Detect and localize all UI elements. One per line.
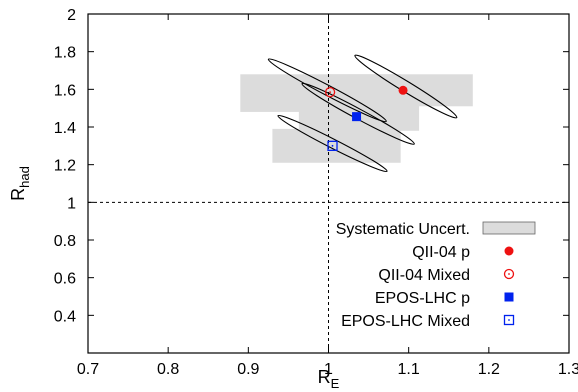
reference-lines — [88, 14, 569, 353]
y-tick-label: 1.6 — [54, 82, 76, 99]
y-tick-label: 1.8 — [54, 45, 76, 62]
legend-marker-dot — [508, 319, 510, 321]
point-qii-04-p-shape — [398, 85, 408, 95]
x-axis-label: RE — [318, 367, 340, 391]
y-tick-label: 1.2 — [54, 158, 76, 175]
x-tick-label: 1.1 — [398, 361, 420, 378]
point-epos-lhc-p — [352, 112, 362, 122]
point-epos-lhc-mixed-shape — [327, 140, 338, 151]
legend-marker — [504, 292, 514, 302]
legend-marker-shape — [504, 246, 514, 256]
legend-entry-epos-lhc-p: EPOS-LHC p — [375, 290, 514, 307]
legend-marker-shape — [504, 292, 514, 302]
x-tick-label: 1 — [324, 361, 333, 378]
x-tick-label: 1.2 — [478, 361, 500, 378]
y-tick-label: 0.8 — [54, 233, 76, 250]
legend-marker-shape — [503, 314, 515, 326]
point-qii-04-mixed — [324, 87, 336, 98]
legend-marker — [503, 268, 515, 280]
legend-label: Systematic Uncert. — [336, 221, 470, 238]
legend-marker-dot — [508, 273, 510, 275]
contour-qii-04-mixed — [267, 58, 387, 123]
y-axis-label: Rhad — [8, 166, 32, 201]
point-epos-lhc-p-shape — [352, 112, 362, 122]
axis-labels: RE Rhad — [8, 166, 340, 391]
y-tick-label: 0.6 — [54, 271, 76, 288]
x-tick-label: 1.3 — [558, 361, 578, 378]
legend-entry-epos-lhc-mixed: EPOS-LHC Mixed — [341, 313, 515, 330]
x-tick-label: 0.9 — [237, 361, 259, 378]
point-epos-lhc-mixed — [327, 140, 338, 151]
data-points — [324, 85, 408, 151]
point-qii-04-mixed-shape — [324, 87, 336, 98]
legend-entry-qii-04-mixed: QII-04 Mixed — [378, 267, 515, 284]
contour-epos-lhc-mixed — [277, 114, 388, 173]
y-axis-label-sub: had — [17, 166, 32, 188]
legend-marker — [504, 246, 514, 256]
y-tick-label: 0.4 — [54, 308, 76, 325]
legend-entry-systematic-uncert: Systematic Uncert. — [336, 221, 536, 238]
legend-entry-qii-04-p: QII-04 p — [412, 244, 514, 261]
legend-label: QII-04 Mixed — [378, 267, 470, 284]
legend-label: EPOS-LHC p — [375, 290, 470, 307]
legend-marker-shape — [503, 268, 515, 280]
x-tick-label: 0.8 — [157, 361, 179, 378]
legend-marker — [503, 314, 515, 326]
y-tick-label: 1.4 — [54, 120, 76, 137]
y-axis-label-main: R — [8, 188, 28, 201]
x-axis-label-main: R — [318, 367, 331, 387]
x-axis-label-sub: E — [331, 376, 340, 391]
point-qii-04-p — [398, 85, 408, 95]
y-tick-label: 1 — [67, 195, 76, 212]
point-qii-04-mixed-dot — [329, 91, 332, 94]
point-epos-lhc-mixed-dot — [331, 144, 334, 147]
legend-label: EPOS-LHC Mixed — [341, 313, 470, 330]
legend-swatch — [482, 221, 536, 235]
legend: Systematic Uncert. QII-04 p QII-04 Mixed EP… — [336, 221, 536, 330]
x-tick-label: 0.7 — [77, 361, 99, 378]
y-tick-label: 2 — [67, 7, 76, 24]
legend-label: QII-04 p — [412, 244, 470, 261]
axis-ticks: 0.7 0.8 0.9 1 1.1 1.2 1.3 0.4 0.6 0.8 1 1.2 1.4 1.6 1.… — [54, 7, 578, 378]
